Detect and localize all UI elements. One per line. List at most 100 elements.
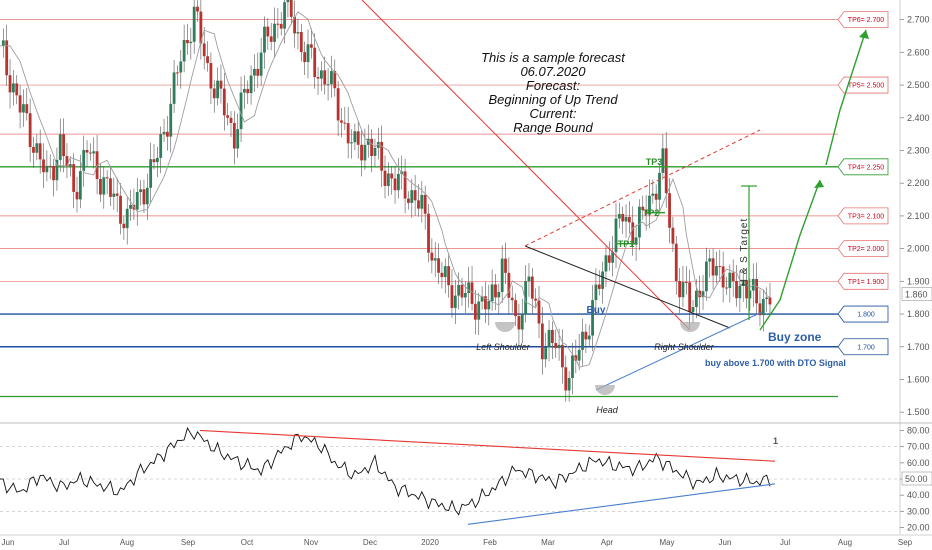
forecast-arrow-path (759, 179, 821, 331)
osc-y-tick-label: 20.00 (907, 523, 930, 533)
candle-body (698, 290, 702, 298)
tp2-label: TP2 (643, 208, 660, 218)
candle-body (396, 173, 400, 191)
candle-body (58, 134, 62, 160)
x-tick-label: Nov (304, 538, 318, 547)
candle-body (520, 314, 524, 330)
candle-body (738, 285, 742, 299)
candle-body (129, 204, 132, 209)
candle-body (346, 123, 350, 144)
y-tick-label: 2.400 (907, 113, 930, 123)
y-tick-label: 2.100 (907, 211, 930, 221)
level-label: TP2= 2.000 (848, 246, 884, 253)
forecast-annotation-line: Forecast: (526, 78, 581, 93)
hs-target-label: H & S Target (739, 218, 750, 287)
left-shoulder-marker (495, 322, 515, 332)
candle-body (678, 280, 682, 298)
candle-body (430, 252, 434, 261)
candle-body (638, 206, 641, 238)
candle-body (581, 331, 584, 350)
candle-body (383, 170, 387, 186)
candle-body (494, 284, 497, 298)
candle-body (755, 278, 759, 304)
candle-body (206, 56, 209, 64)
x-tick-label: Mar (541, 538, 555, 547)
candle-body (92, 151, 96, 154)
candle-body (574, 355, 578, 361)
candle-body (457, 284, 461, 296)
candle-body (72, 164, 76, 192)
current-price-box (901, 287, 932, 301)
candle-body (246, 88, 250, 94)
candle-body (15, 83, 19, 96)
candle-body (701, 291, 705, 298)
forecast-annotation-line: Range Bound (513, 120, 593, 135)
level-label-box (837, 338, 889, 356)
right-shoulder-marker (680, 322, 700, 332)
candle-body (607, 255, 611, 263)
candle-body (467, 282, 471, 294)
candle-body (681, 282, 685, 298)
level-label-box (837, 207, 889, 225)
candle-body (386, 173, 390, 186)
left-shoulder-label: Left Shoulder (476, 342, 531, 352)
candle-body (273, 23, 276, 42)
candle-body (209, 63, 213, 89)
candle-body (222, 88, 226, 116)
candle-body (731, 272, 735, 282)
candle-body (189, 41, 193, 44)
y-tick-label: 1.900 (907, 276, 930, 286)
candle-body (447, 266, 451, 286)
candle-body (165, 131, 169, 137)
candle-body (219, 80, 223, 89)
candle-body (711, 258, 715, 276)
level-label: TP5= 2.500 (848, 83, 884, 90)
candle-body (105, 177, 109, 179)
x-tick-label: May (659, 538, 674, 547)
candle-body (584, 331, 588, 340)
candle-body (169, 103, 173, 137)
candle-body (621, 213, 625, 222)
candle-body (370, 138, 374, 156)
candle-body (664, 148, 668, 194)
candle-body (259, 52, 263, 76)
candle-body (735, 281, 738, 299)
y-tick-label: 1.700 (907, 342, 930, 352)
candle-body (473, 303, 477, 320)
y-tick-label: 2.200 (907, 178, 930, 188)
candle-body (115, 193, 119, 196)
x-tick-label: Jun (719, 538, 732, 547)
osc-marker-label: 1 (773, 436, 778, 446)
x-tick-label: Oct (241, 538, 254, 547)
osc-y-tick-label: 30.00 (907, 506, 930, 516)
candle-body (564, 367, 568, 391)
forecast-annotation-line: 06.07.2020 (520, 64, 586, 79)
level-label: TP1= 1.900 (848, 279, 884, 286)
candle-body (172, 72, 176, 104)
candle-body (674, 243, 678, 281)
head-marker (595, 385, 615, 395)
candle-body (276, 23, 280, 25)
candle-body (299, 32, 303, 53)
candle-body (671, 227, 675, 244)
level-label: TP4= 2.250 (848, 164, 884, 171)
candle-body (323, 70, 327, 85)
candle-body (5, 40, 9, 76)
candle-body (25, 104, 29, 114)
candle-body (530, 276, 534, 299)
candle-body (38, 143, 42, 160)
x-tick-label: Apr (601, 538, 614, 547)
candle-body (229, 117, 233, 123)
candle-body (557, 344, 561, 349)
candle-body (694, 290, 698, 308)
candle-body (266, 26, 270, 37)
candle-body (627, 217, 631, 223)
candle-body (45, 165, 49, 173)
candle-body (594, 284, 598, 301)
y-tick-label: 1.800 (907, 309, 930, 319)
candle-body (65, 156, 69, 167)
candle-body (88, 152, 92, 154)
osc-y-tick-label: 70.00 (907, 442, 930, 452)
candle-body (212, 88, 216, 99)
uptrend-support-line (595, 311, 763, 391)
